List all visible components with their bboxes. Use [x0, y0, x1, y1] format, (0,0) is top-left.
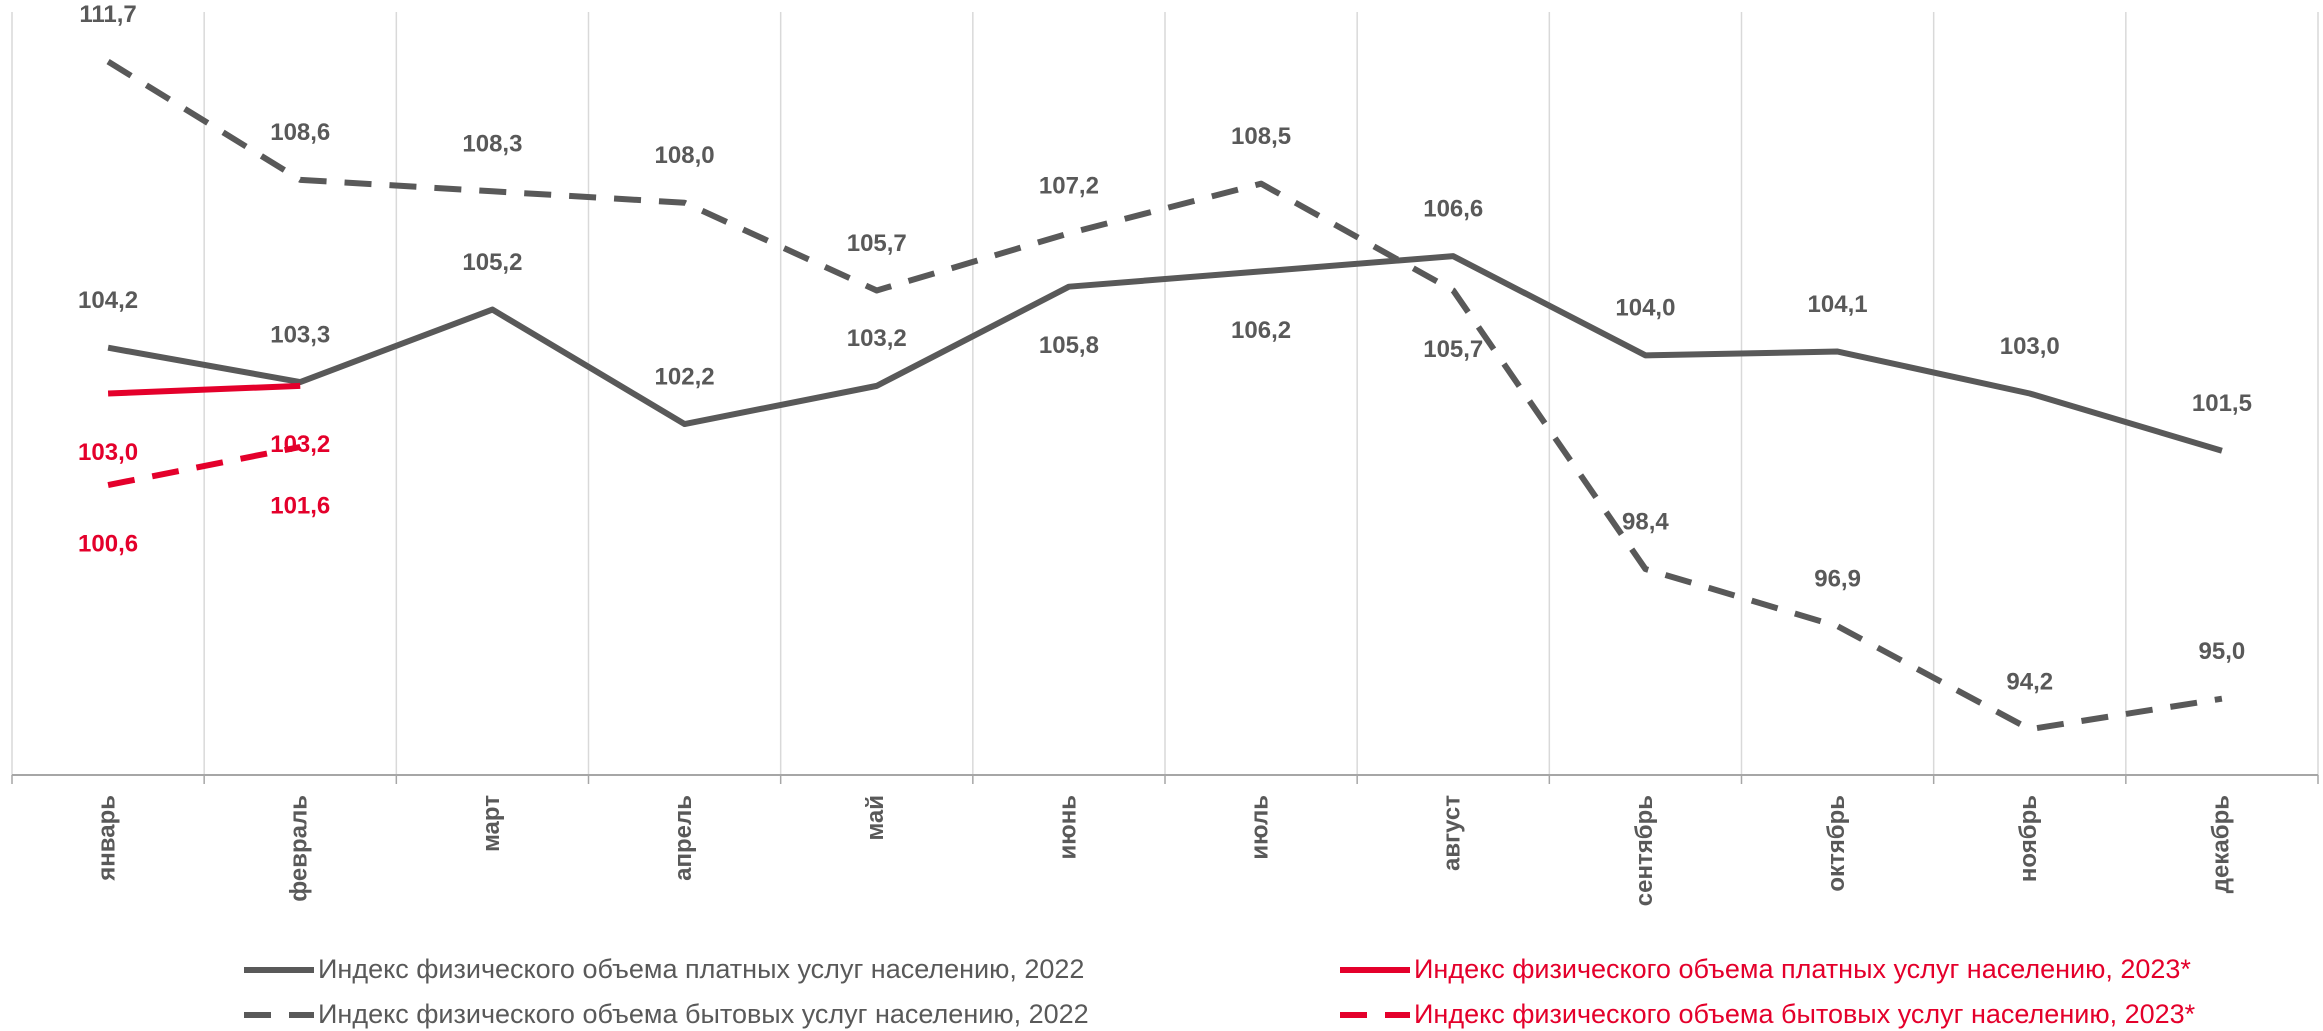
x-tick-label: февраль — [286, 795, 313, 902]
data-label: 101,6 — [270, 492, 330, 519]
x-tick-label: декабрь — [2207, 795, 2234, 893]
data-label: 108,3 — [462, 131, 522, 158]
x-tick-label: январь — [93, 795, 120, 882]
legend-label: Индекс физического объема бытовых услуг … — [1414, 999, 2196, 1029]
data-label: 95,0 — [2199, 638, 2246, 665]
x-tick-label: ноябрь — [2015, 795, 2042, 882]
x-tick-label: март — [478, 795, 505, 852]
series-line — [107, 443, 301, 489]
data-label: 101,5 — [2192, 390, 2252, 417]
data-label: 100,6 — [78, 530, 138, 557]
x-tick-label: май — [862, 795, 889, 841]
data-label: 105,8 — [1039, 332, 1099, 359]
data-label: 108,0 — [655, 142, 715, 169]
legend-label: Индекс физического объема бытовых услуг … — [318, 999, 1089, 1029]
x-tick-label: апрель — [670, 795, 697, 881]
data-label: 106,2 — [1231, 317, 1291, 344]
data-label: 104,1 — [1808, 291, 1868, 318]
data-label: 103,0 — [78, 439, 138, 466]
data-label: 102,2 — [655, 363, 715, 390]
legend-label: Индекс физического объема платных услуг … — [1414, 954, 2191, 984]
data-label: 103,3 — [270, 321, 330, 348]
series-line — [107, 382, 301, 397]
series-line — [106, 59, 2223, 733]
data-label: 107,2 — [1039, 173, 1099, 200]
data-label: 105,7 — [847, 230, 907, 257]
data-label: 105,7 — [1423, 336, 1483, 363]
legend-label: Индекс физического объема платных услуг … — [318, 954, 1084, 984]
data-label: 108,6 — [270, 119, 330, 146]
data-label: 96,9 — [1814, 566, 1861, 593]
data-label: 94,2 — [2006, 669, 2053, 696]
data-label: 103,2 — [847, 325, 907, 352]
data-label: 103,2 — [270, 431, 330, 458]
data-label: 108,5 — [1231, 123, 1291, 150]
data-label: 98,4 — [1622, 508, 1669, 535]
x-tick-label: август — [1439, 795, 1466, 871]
data-label: 106,6 — [1423, 196, 1483, 223]
x-tick-label: сентябрь — [1631, 795, 1658, 906]
data-label: 111,7 — [79, 1, 136, 28]
series-line — [107, 253, 2223, 454]
data-label: 104,0 — [1615, 295, 1675, 322]
data-label: 105,2 — [462, 249, 522, 276]
x-tick-label: октябрь — [1823, 795, 1850, 892]
x-tick-label: июль — [1246, 795, 1273, 860]
data-label: 103,0 — [2000, 333, 2060, 360]
data-label: 104,2 — [78, 287, 138, 314]
x-tick-label: июнь — [1054, 795, 1081, 860]
